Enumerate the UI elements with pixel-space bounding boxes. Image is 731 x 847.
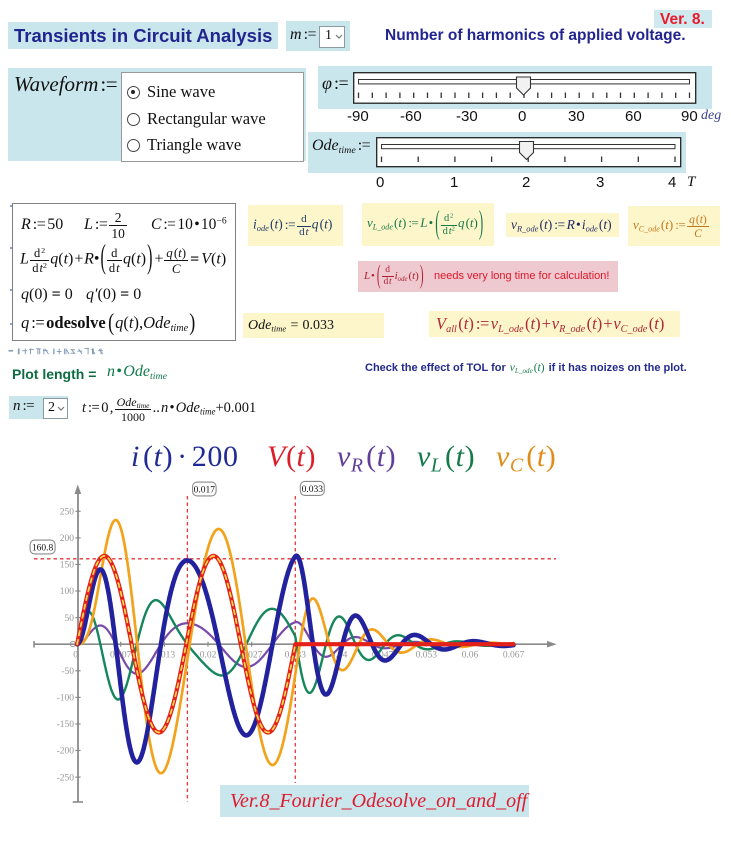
svg-text:-100: -100 [57,694,75,704]
svg-text:-250: -250 [57,773,75,783]
svg-text:200: 200 [60,534,75,544]
svg-text:0: 0 [73,651,78,661]
svg-text:-200: -200 [57,747,75,757]
svg-text:250: 250 [60,508,75,518]
svg-text:0.033: 0.033 [285,651,307,661]
svg-text:50: 50 [65,614,75,624]
svg-text:-50: -50 [61,667,74,677]
svg-text:0.033: 0.033 [302,485,324,495]
svg-text:0.047: 0.047 [372,651,394,661]
svg-text:100: 100 [60,587,75,597]
svg-text:150: 150 [60,561,75,571]
svg-text:0.053: 0.053 [416,651,438,661]
svg-text:-150: -150 [57,720,75,730]
svg-text:0.017: 0.017 [194,485,216,495]
svg-text:0.06: 0.06 [462,651,479,661]
svg-text:0.067: 0.067 [503,651,525,661]
svg-text:0.02: 0.02 [200,651,217,661]
svg-text:0.027: 0.027 [241,651,263,661]
svg-text:160.8: 160.8 [32,543,54,553]
svg-text:0.013: 0.013 [154,651,176,661]
